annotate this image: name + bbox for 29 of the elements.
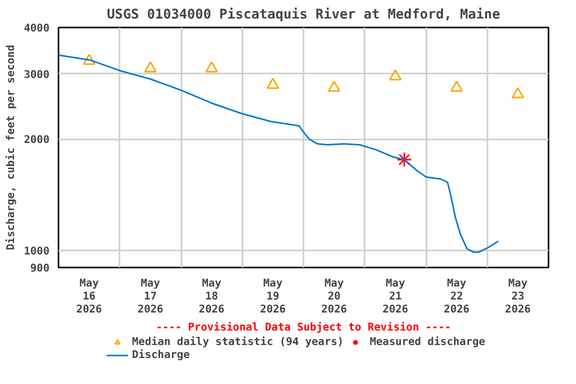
point (266, 78, 280, 89)
y-tick-label: 900 (30, 262, 50, 274)
legend-label: Discharge (132, 348, 190, 361)
x-tick-label: May 23 2026 (505, 276, 531, 316)
point (328, 80, 340, 92)
line-series (58, 54, 500, 253)
x-tick-label: May 22 2026 (444, 276, 470, 316)
x-tick-label: May 18 2026 (198, 276, 224, 316)
point (512, 87, 524, 98)
text: ---- Provisional Data Subject to Revision ---- (156, 320, 452, 334)
x-tick-label: May 20 2026 (321, 276, 347, 316)
point (205, 61, 218, 72)
x-tick-label: May 19 2026 (260, 276, 286, 316)
x-tick-label: May 16 2026 (76, 276, 102, 316)
y-tick-label: 1000 (24, 244, 50, 258)
x-tick-label: May 21 2026 (382, 276, 408, 316)
point (450, 80, 463, 92)
y-tick-label: 2000 (24, 133, 50, 146)
y-tick-label: 3000 (24, 68, 50, 81)
point (389, 69, 402, 80)
y-axis-title: Discharge, cubic feet per second (4, 44, 17, 250)
legend-label: Median daily statistic (94 years) (132, 335, 344, 348)
point (144, 61, 157, 72)
chart-title: USGS 01034000 Piscataquis River at Medford, Maine (106, 8, 500, 22)
legend-label: Measured discharge (370, 335, 486, 348)
point (82, 54, 96, 65)
point (396, 152, 412, 168)
y-tick-label: 4000 (24, 22, 50, 34)
x-tick-label: May 17 2026 (138, 276, 164, 316)
